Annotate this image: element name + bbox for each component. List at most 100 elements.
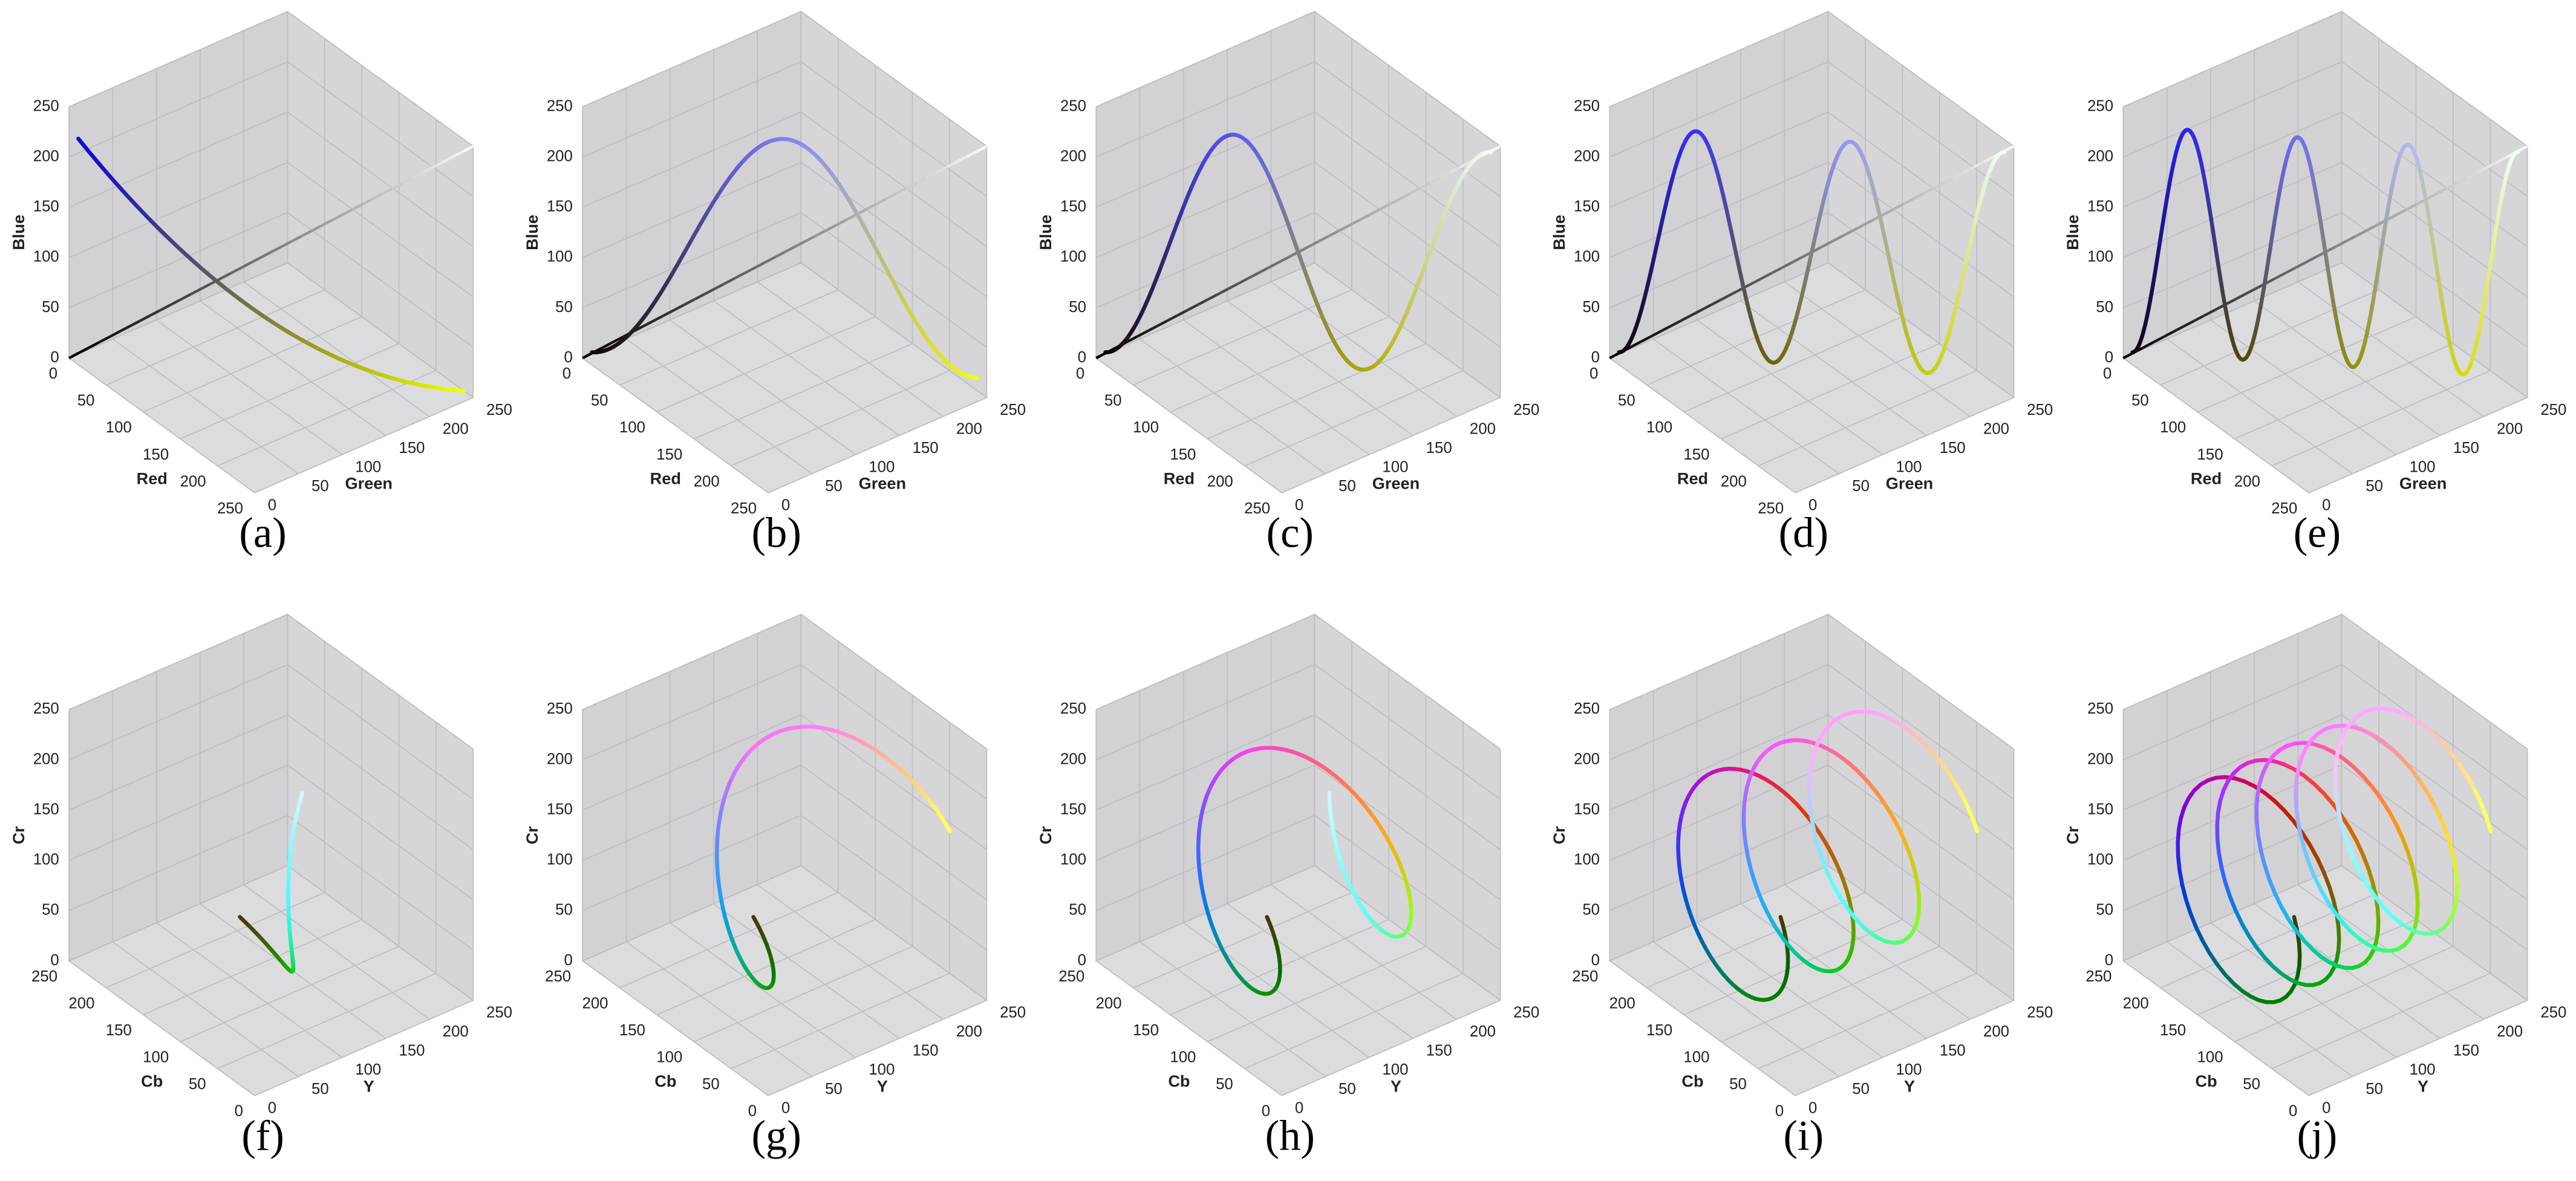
y-axis-title: Green	[1372, 473, 1420, 492]
diagonal-segment	[2486, 161, 2498, 169]
grid-line	[1784, 884, 1971, 1020]
x-tick-label: 0	[1775, 1103, 1784, 1120]
diagonal-segment	[895, 187, 907, 195]
grid-line	[1095, 664, 1315, 761]
z-tick-label: 100	[33, 851, 59, 868]
y-tick-label: 100	[869, 458, 895, 475]
grid-line	[243, 281, 430, 417]
grid-line	[1183, 319, 1370, 455]
grid-line	[1133, 289, 1352, 386]
caption: (g)	[752, 1112, 801, 1159]
z-tick-label: 200	[2087, 148, 2113, 165]
grid-line	[2123, 11, 2342, 108]
z-tick-label: 150	[33, 801, 59, 818]
y-tick-label: 150	[1426, 1043, 1452, 1059]
x-tick-label: 150	[1683, 446, 1709, 463]
curve-segment	[2219, 865, 2228, 884]
z-tick-label: 150	[1060, 801, 1086, 818]
grid-line	[731, 370, 950, 467]
diagonal-segment	[452, 150, 464, 158]
y-tick-label: 50	[1339, 478, 1356, 495]
diagonal-segment	[361, 198, 373, 206]
z-tick-label: 250	[1574, 97, 1600, 114]
diagonal-segment	[2284, 267, 2296, 275]
z-axis-title: Blue	[2063, 215, 2082, 250]
z-tick-label: 0	[564, 952, 573, 969]
x-tick-label: 250	[2085, 968, 2111, 985]
curve-segment	[2254, 819, 2260, 838]
y-tick-label: 0	[2322, 496, 2330, 513]
grid-line	[1697, 319, 1883, 455]
curve-segment	[2439, 819, 2450, 837]
y-tick-label: 250	[1000, 1004, 1026, 1021]
diagonal-segment	[703, 288, 715, 296]
y-axis-title: Y	[364, 1076, 374, 1095]
grid-line	[1095, 357, 1282, 493]
diagonal-segment	[310, 224, 322, 232]
y-tick-label: 200	[443, 1023, 469, 1040]
y-tick-label: 100	[1896, 1061, 1922, 1078]
x-tick-label: 50	[77, 392, 95, 409]
diagonal-segment	[1277, 256, 1289, 264]
curve-segment	[2298, 831, 2306, 850]
diagonal-segment	[1368, 208, 1380, 216]
grid-line	[713, 300, 900, 437]
z-tick-label: 250	[2087, 97, 2113, 114]
diagonal-segment	[864, 203, 876, 211]
curve-segment	[2341, 828, 2350, 847]
x-tick-label: 50	[591, 392, 608, 409]
grid-line	[106, 289, 325, 386]
curve-segment	[2215, 963, 2228, 977]
grid-line	[800, 11, 987, 147]
diagonal-segment	[1308, 240, 1319, 249]
x-tick-label: 0	[235, 1103, 243, 1120]
diagonal-segment	[1418, 182, 1430, 190]
x-tick-label: 100	[2160, 419, 2186, 436]
diagonal-segment	[68, 351, 80, 360]
curve-segment	[2256, 833, 2263, 853]
diagonal-segment	[804, 235, 816, 243]
grid-line	[800, 714, 987, 850]
grid-line	[1227, 300, 1414, 437]
diagonal-segment	[935, 166, 947, 174]
curve-segment	[2216, 798, 2223, 815]
diagonal-segment	[2294, 261, 2306, 270]
y-tick-label: 200	[956, 1023, 982, 1040]
z-tick-label: 0	[1591, 952, 1600, 969]
diagonal-segment	[270, 246, 282, 253]
curve-segment	[2217, 851, 2224, 870]
y-tick-label: 50	[311, 1081, 329, 1098]
grid-line	[1828, 11, 2014, 147]
curve-segment	[2449, 846, 2457, 864]
z-tick-label: 150	[1574, 801, 1600, 818]
grid-line	[582, 614, 801, 711]
diagonal-segment	[1398, 192, 1410, 201]
grid-line	[582, 714, 801, 811]
diagonal-segment	[442, 155, 454, 163]
diagonal-segment	[976, 145, 988, 153]
grid-line	[800, 161, 987, 298]
z-tick-label: 0	[1591, 349, 1600, 366]
x-tick-label: 0	[1590, 365, 1598, 382]
grid-line	[1314, 714, 1501, 850]
diagonal-segment	[341, 208, 353, 216]
y-tick-label: 150	[2453, 1043, 2479, 1059]
diagonal-segment	[1176, 309, 1188, 317]
diagonal-segment	[432, 161, 444, 169]
y-tick-label: 150	[2453, 440, 2479, 457]
z-tick-label: 50	[1582, 299, 1600, 316]
grid-line	[1795, 1000, 2014, 1096]
diagonal-segment	[250, 256, 262, 264]
z-tick-label: 250	[1060, 97, 1086, 114]
diagonal-segment	[2304, 256, 2316, 264]
x-tick-label: 100	[1683, 1049, 1709, 1066]
grid-line	[1828, 764, 2014, 900]
grid-line	[1828, 212, 2014, 348]
curve-segment	[2228, 894, 2238, 913]
grid-line	[2341, 61, 2528, 197]
diagonal-segment	[1972, 161, 1984, 169]
diagonal-segment	[1146, 325, 1158, 333]
